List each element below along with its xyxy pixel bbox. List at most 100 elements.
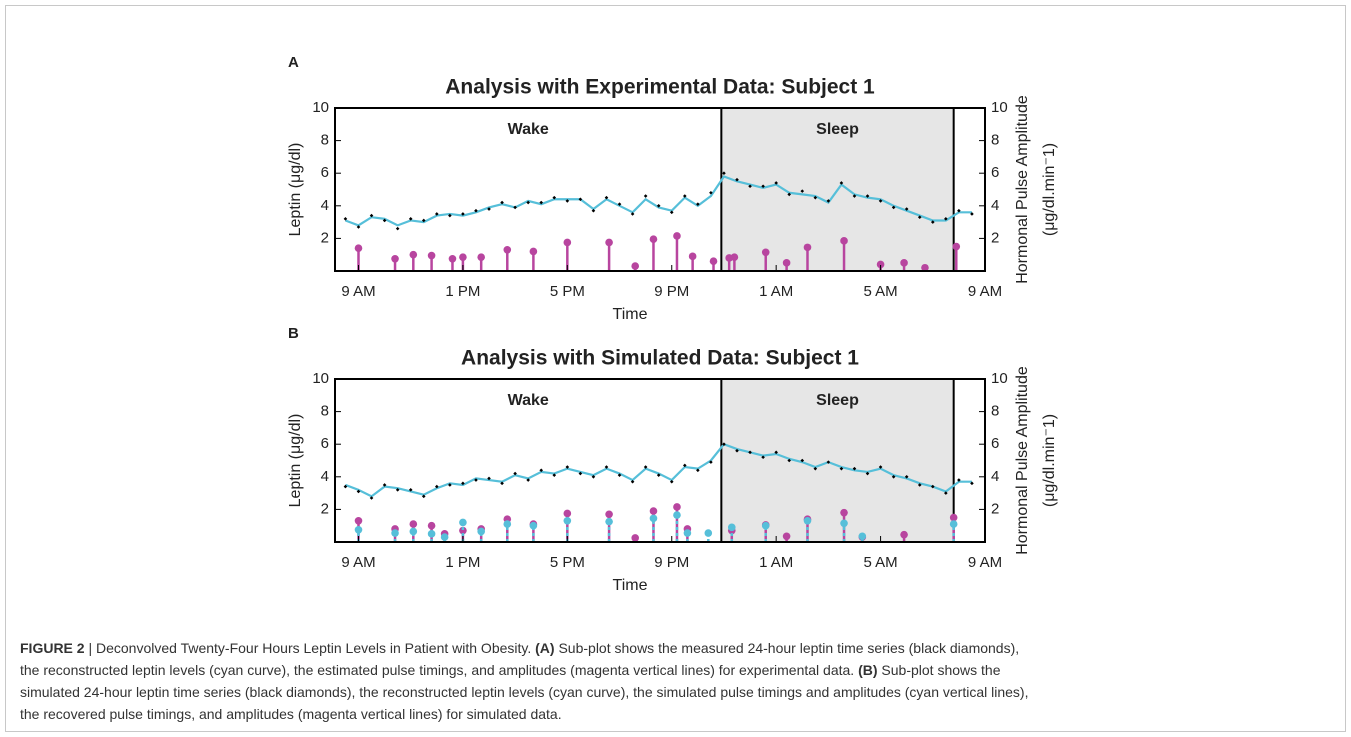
data-point: [682, 194, 687, 198]
caption-line: the reconstructed leptin levels (cyan cu…: [20, 662, 1001, 678]
pulse-head: [440, 533, 449, 541]
pulse-head: [477, 253, 485, 261]
data-point: [448, 213, 452, 218]
pulse-head: [761, 521, 770, 530]
y2-axis-label: Hormonal Pulse Amplitude: [1014, 366, 1031, 555]
y-axis-label: Leptin (μg/dl): [287, 414, 304, 508]
data-point: [957, 478, 961, 482]
axes-box: [334, 107, 986, 272]
data-point: [865, 194, 870, 198]
data-point: [696, 468, 700, 473]
data-point: [722, 171, 726, 175]
y-tick-label: 4: [321, 468, 329, 485]
data-point: [395, 488, 400, 492]
data-point: [748, 184, 752, 189]
pulse-head: [563, 517, 572, 525]
chart-title: Analysis with Experimental Data: Subject…: [445, 76, 875, 99]
data-point: [826, 199, 831, 203]
panel-label: A: [288, 54, 299, 71]
pulse-head: [900, 530, 908, 539]
region-label: Wake: [508, 392, 549, 409]
pulse-head: [949, 513, 958, 522]
data-point: [552, 473, 557, 477]
pulse-head: [409, 520, 418, 528]
data-point: [917, 215, 922, 220]
pulse-head: [563, 509, 572, 518]
region-label: Sleep: [816, 392, 859, 409]
data-point: [643, 194, 648, 198]
pulse-head: [761, 248, 770, 257]
pulse-head: [354, 517, 363, 525]
y2-tick-label: 2: [991, 500, 999, 517]
x-tick-label: 5 PM: [550, 283, 585, 300]
pulse-head: [949, 520, 958, 528]
pulse-head: [876, 260, 885, 269]
caption-text: the recovered pulse timings, and amplitu…: [20, 706, 562, 722]
data-point: [669, 479, 674, 484]
data-point: [539, 200, 544, 205]
x-tick-label: 1 AM: [759, 554, 793, 571]
data-point: [513, 205, 517, 210]
pulse-head: [477, 527, 485, 536]
pulse-head: [673, 511, 681, 519]
y2-axis-label: Hormonal Pulse Amplitude: [1014, 95, 1031, 284]
data-point: [904, 475, 909, 479]
data-point: [435, 484, 439, 489]
data-point: [839, 181, 844, 185]
data-point: [343, 484, 348, 489]
data-point: [709, 460, 713, 464]
y2-tick-label: 8: [991, 132, 999, 149]
data-point: [761, 455, 765, 460]
data-point: [970, 481, 974, 486]
pulse-head: [649, 514, 658, 523]
data-point: [408, 488, 413, 492]
y2-tick-label: 6: [991, 164, 999, 181]
y-tick-label: 4: [321, 197, 329, 214]
y-tick-label: 6: [321, 164, 329, 181]
data-point: [669, 210, 674, 215]
axes-box: [334, 378, 986, 543]
pulse-head: [704, 529, 713, 537]
data-point: [578, 471, 583, 476]
pulse-head: [631, 534, 640, 542]
data-point: [891, 475, 896, 479]
data-point: [917, 483, 922, 487]
x-tick-label: 9 AM: [968, 283, 1002, 300]
y2-tick-label: 2: [991, 229, 999, 246]
caption-text: the reconstructed leptin levels (cyan cu…: [20, 662, 858, 678]
data-point: [500, 200, 504, 205]
pulse-head: [354, 244, 363, 252]
data-point: [865, 471, 870, 476]
data-point: [513, 471, 517, 476]
pulse-head: [409, 527, 418, 536]
data-point: [722, 442, 726, 446]
y-tick-label: 8: [321, 403, 329, 420]
pulse-head: [448, 254, 457, 263]
data-point: [604, 195, 609, 200]
data-point: [656, 473, 661, 477]
data-point: [487, 476, 491, 481]
pulse-head: [503, 520, 512, 528]
y-axis-label: Leptin (μg/dl): [287, 143, 304, 237]
data-point: [800, 189, 805, 193]
pulse-head: [840, 508, 848, 517]
x-tick-label: 5 AM: [863, 283, 897, 300]
pulse-head: [727, 523, 736, 532]
data-point: [526, 200, 530, 205]
data-point: [930, 220, 935, 224]
x-tick-label: 9 PM: [654, 283, 689, 300]
data-point: [408, 217, 413, 221]
data-point: [421, 218, 426, 223]
caption-line: FIGURE 2 | Deconvolved Twenty-Four Hours…: [20, 640, 1019, 656]
data-point: [421, 494, 426, 499]
data-point: [369, 213, 374, 218]
pulse-head: [683, 529, 692, 537]
x-tick-label: 9 PM: [654, 554, 689, 571]
y2-tick-label: 4: [991, 468, 999, 485]
data-point: [500, 481, 504, 486]
pulse-head: [900, 259, 908, 267]
data-point: [944, 217, 948, 221]
data-point: [356, 225, 361, 229]
data-point: [617, 473, 622, 477]
data-point: [761, 184, 765, 189]
